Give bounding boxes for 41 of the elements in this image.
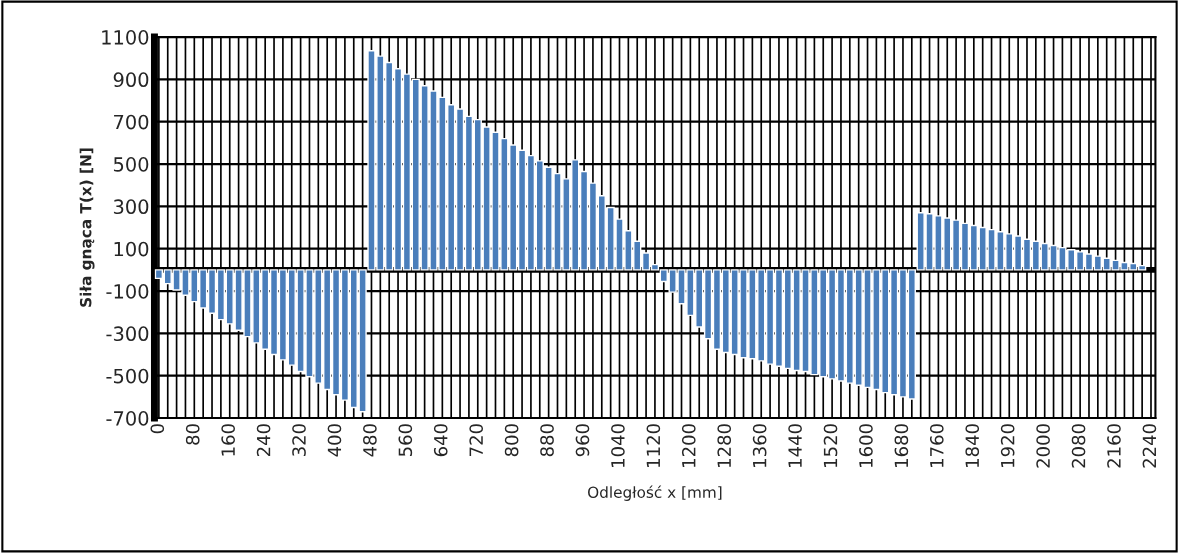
x-tick-label: 0	[150, 424, 165, 434]
x-tick-label: 2160	[1107, 424, 1121, 468]
y-tick-label: 900	[113, 72, 149, 88]
x-tick-label: 720	[469, 424, 484, 456]
y-tick-label: -300	[106, 326, 149, 342]
x-tick-label: 1440	[788, 424, 802, 467]
x-tick-label: 960	[575, 424, 590, 457]
x-tick-label: 1280	[717, 424, 732, 467]
x-tick-label: 1520	[823, 424, 838, 467]
x-tick-label: 1600	[859, 424, 873, 467]
x-tick-label: 320	[292, 424, 306, 457]
x-tick-label: 640	[433, 424, 448, 457]
y-tick-label: 700	[114, 114, 149, 130]
x-tick-label: 80	[185, 424, 200, 445]
y-tick-label: 100	[114, 241, 149, 257]
x-tick-label: 2080	[1071, 424, 1086, 468]
y-tick-label: -700	[106, 411, 149, 426]
x-tick-label: 800	[504, 424, 519, 457]
x-tick-label: 880	[540, 424, 554, 457]
x-tick-label: 2000	[1036, 424, 1050, 468]
x-tick-label: 1680	[894, 424, 909, 467]
x-axis-title: Odległość x [mm]	[588, 485, 722, 501]
y-tick-label: 500	[113, 157, 149, 172]
x-tick-label: 1200	[681, 424, 696, 467]
x-tick-label: 480	[363, 424, 377, 457]
x-tick-label: 1840	[965, 424, 980, 467]
x-tick-label: 1760	[929, 424, 944, 467]
x-tick-label: 400	[327, 424, 342, 457]
x-tick-label: 240	[256, 424, 271, 457]
y-axis-title: Siła gnąca T(x) [N]	[79, 148, 95, 307]
x-tick-label: 1120	[646, 424, 661, 467]
x-tick-label: 160	[221, 424, 235, 456]
y-tick-label: 300	[113, 199, 149, 215]
x-tick-label: 1360	[752, 424, 767, 467]
y-tick-label: -500	[106, 368, 149, 384]
x-tick-label: 1920	[1000, 424, 1015, 467]
y-tick-label: 1100	[102, 30, 149, 45]
x-tick-label: 2240	[1142, 424, 1157, 468]
x-tick-label: 1040	[611, 424, 625, 467]
x-tick-label: 560	[398, 424, 413, 456]
y-tick-label: -100	[106, 284, 149, 299]
